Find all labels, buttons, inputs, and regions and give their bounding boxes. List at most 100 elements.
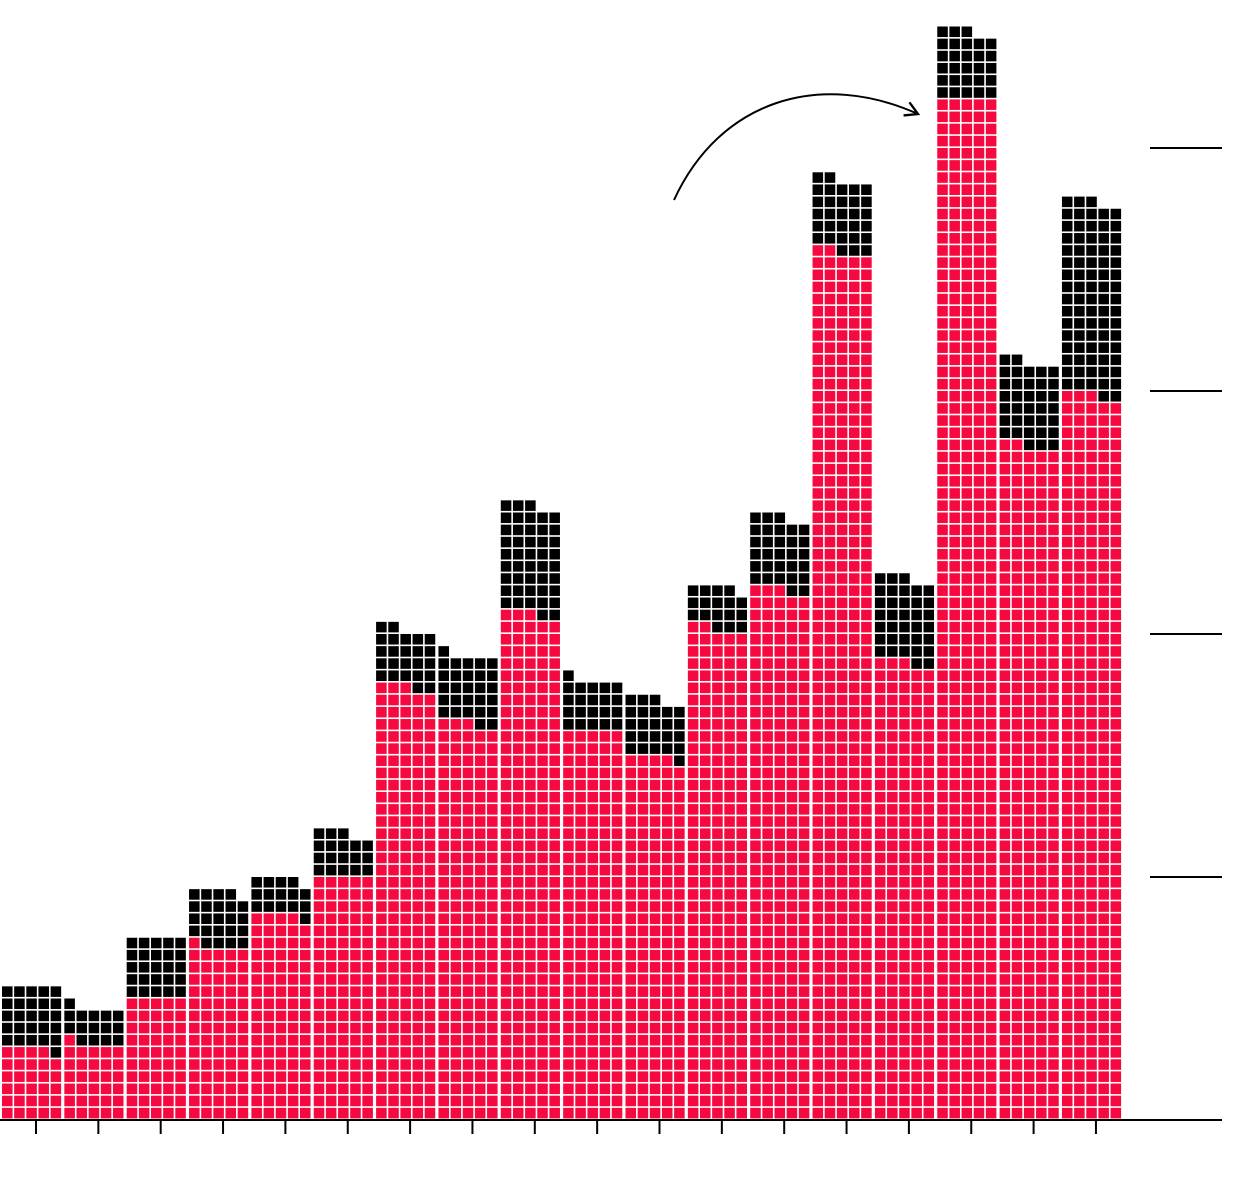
cell bbox=[1086, 245, 1097, 256]
cell bbox=[525, 937, 536, 949]
cell bbox=[700, 1047, 711, 1058]
cell bbox=[424, 670, 436, 681]
cell bbox=[700, 719, 711, 730]
bar-segment bbox=[812, 172, 872, 256]
cell bbox=[474, 1083, 486, 1095]
cell bbox=[724, 694, 735, 706]
cell bbox=[88, 1095, 100, 1107]
cell bbox=[985, 609, 997, 621]
cell bbox=[1036, 500, 1047, 511]
cell bbox=[937, 597, 948, 609]
cell bbox=[1098, 305, 1109, 317]
cell bbox=[812, 889, 824, 900]
cell bbox=[637, 937, 649, 949]
cell bbox=[138, 937, 150, 949]
cell bbox=[985, 925, 997, 937]
cell bbox=[1011, 1107, 1023, 1119]
cell bbox=[1074, 354, 1085, 366]
cell bbox=[1098, 646, 1109, 657]
cell bbox=[949, 62, 960, 74]
cell bbox=[899, 621, 910, 633]
cell bbox=[625, 804, 637, 815]
cell bbox=[961, 561, 973, 572]
cell bbox=[1074, 1095, 1085, 1107]
cell bbox=[338, 913, 349, 924]
cell bbox=[861, 1071, 872, 1082]
cell bbox=[798, 597, 810, 609]
cell bbox=[1023, 974, 1035, 985]
cell bbox=[376, 913, 387, 924]
cell bbox=[824, 1034, 836, 1046]
cell bbox=[563, 670, 574, 681]
cell bbox=[1110, 840, 1122, 852]
cell bbox=[1061, 646, 1073, 657]
cell bbox=[1098, 682, 1109, 694]
cell bbox=[1023, 998, 1035, 1010]
cell bbox=[549, 767, 560, 779]
cell bbox=[438, 1059, 449, 1070]
cell bbox=[861, 403, 872, 414]
cell bbox=[985, 269, 997, 281]
cell bbox=[712, 828, 723, 839]
cell bbox=[1074, 901, 1085, 912]
cell bbox=[861, 281, 872, 293]
cell bbox=[438, 719, 449, 730]
cell bbox=[798, 816, 810, 827]
cell bbox=[985, 184, 997, 195]
cell bbox=[836, 682, 848, 694]
cell bbox=[812, 901, 824, 912]
cell bbox=[1036, 1010, 1047, 1022]
cell bbox=[1036, 889, 1047, 900]
cell bbox=[1098, 415, 1109, 426]
cell bbox=[985, 658, 997, 669]
cell bbox=[201, 1047, 212, 1058]
cell bbox=[861, 330, 872, 341]
cell bbox=[836, 208, 848, 220]
bar-segment bbox=[438, 646, 498, 730]
cell bbox=[985, 354, 997, 366]
cell bbox=[762, 816, 773, 827]
cell bbox=[849, 670, 860, 681]
cell bbox=[700, 877, 711, 888]
cell bbox=[625, 864, 637, 876]
cell bbox=[1023, 840, 1035, 852]
cell bbox=[687, 743, 699, 754]
cell bbox=[1074, 476, 1085, 487]
cell bbox=[1098, 889, 1109, 900]
cell bbox=[412, 767, 424, 779]
cell bbox=[736, 1047, 747, 1058]
cell bbox=[812, 877, 824, 888]
cell bbox=[937, 719, 948, 730]
cell bbox=[1023, 682, 1035, 694]
cell bbox=[474, 877, 486, 888]
cell bbox=[649, 1071, 661, 1082]
cell bbox=[861, 463, 872, 475]
cell bbox=[1074, 415, 1085, 426]
cell bbox=[412, 901, 424, 912]
cell bbox=[861, 1059, 872, 1070]
cell bbox=[438, 925, 449, 937]
cell bbox=[1061, 257, 1073, 268]
cell bbox=[376, 974, 387, 985]
cell bbox=[973, 342, 985, 353]
cell bbox=[899, 1010, 910, 1022]
cell bbox=[462, 1059, 474, 1070]
cell bbox=[762, 597, 773, 609]
cell bbox=[923, 877, 935, 888]
cell bbox=[549, 986, 560, 997]
cell bbox=[1048, 694, 1059, 706]
cell bbox=[1036, 415, 1047, 426]
cell bbox=[687, 816, 699, 827]
cell bbox=[587, 962, 598, 973]
cell bbox=[362, 974, 373, 985]
cell bbox=[937, 196, 948, 208]
cell bbox=[750, 767, 761, 779]
cell bbox=[736, 1095, 747, 1107]
cell bbox=[537, 1034, 548, 1046]
cell bbox=[1098, 220, 1109, 232]
cell bbox=[237, 1107, 249, 1119]
cell bbox=[438, 864, 449, 876]
cell bbox=[937, 561, 948, 572]
cell bbox=[2, 1071, 13, 1082]
cell bbox=[674, 1047, 685, 1058]
